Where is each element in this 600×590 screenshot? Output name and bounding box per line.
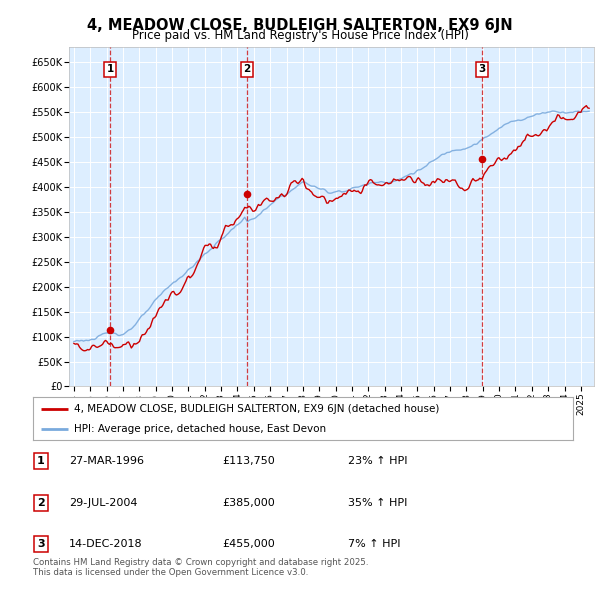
Text: 4, MEADOW CLOSE, BUDLEIGH SALTERTON, EX9 6JN (detached house): 4, MEADOW CLOSE, BUDLEIGH SALTERTON, EX9… [74, 404, 439, 414]
Text: 1: 1 [107, 64, 114, 74]
Text: 7% ↑ HPI: 7% ↑ HPI [348, 539, 401, 549]
Text: 27-MAR-1996: 27-MAR-1996 [69, 457, 144, 466]
Text: Contains HM Land Registry data © Crown copyright and database right 2025.
This d: Contains HM Land Registry data © Crown c… [33, 558, 368, 577]
Text: 29-JUL-2004: 29-JUL-2004 [69, 498, 137, 507]
Text: 23% ↑ HPI: 23% ↑ HPI [348, 457, 407, 466]
Text: 2: 2 [244, 64, 251, 74]
Text: 3: 3 [478, 64, 485, 74]
Text: 14-DEC-2018: 14-DEC-2018 [69, 539, 143, 549]
Text: £455,000: £455,000 [222, 539, 275, 549]
Text: 35% ↑ HPI: 35% ↑ HPI [348, 498, 407, 507]
Text: 1: 1 [37, 457, 44, 466]
Text: 3: 3 [37, 539, 44, 549]
Text: Price paid vs. HM Land Registry's House Price Index (HPI): Price paid vs. HM Land Registry's House … [131, 30, 469, 42]
Text: HPI: Average price, detached house, East Devon: HPI: Average price, detached house, East… [74, 424, 326, 434]
Text: £113,750: £113,750 [222, 457, 275, 466]
Text: 4, MEADOW CLOSE, BUDLEIGH SALTERTON, EX9 6JN: 4, MEADOW CLOSE, BUDLEIGH SALTERTON, EX9… [87, 18, 513, 32]
Text: 2: 2 [37, 498, 44, 507]
Text: £385,000: £385,000 [222, 498, 275, 507]
